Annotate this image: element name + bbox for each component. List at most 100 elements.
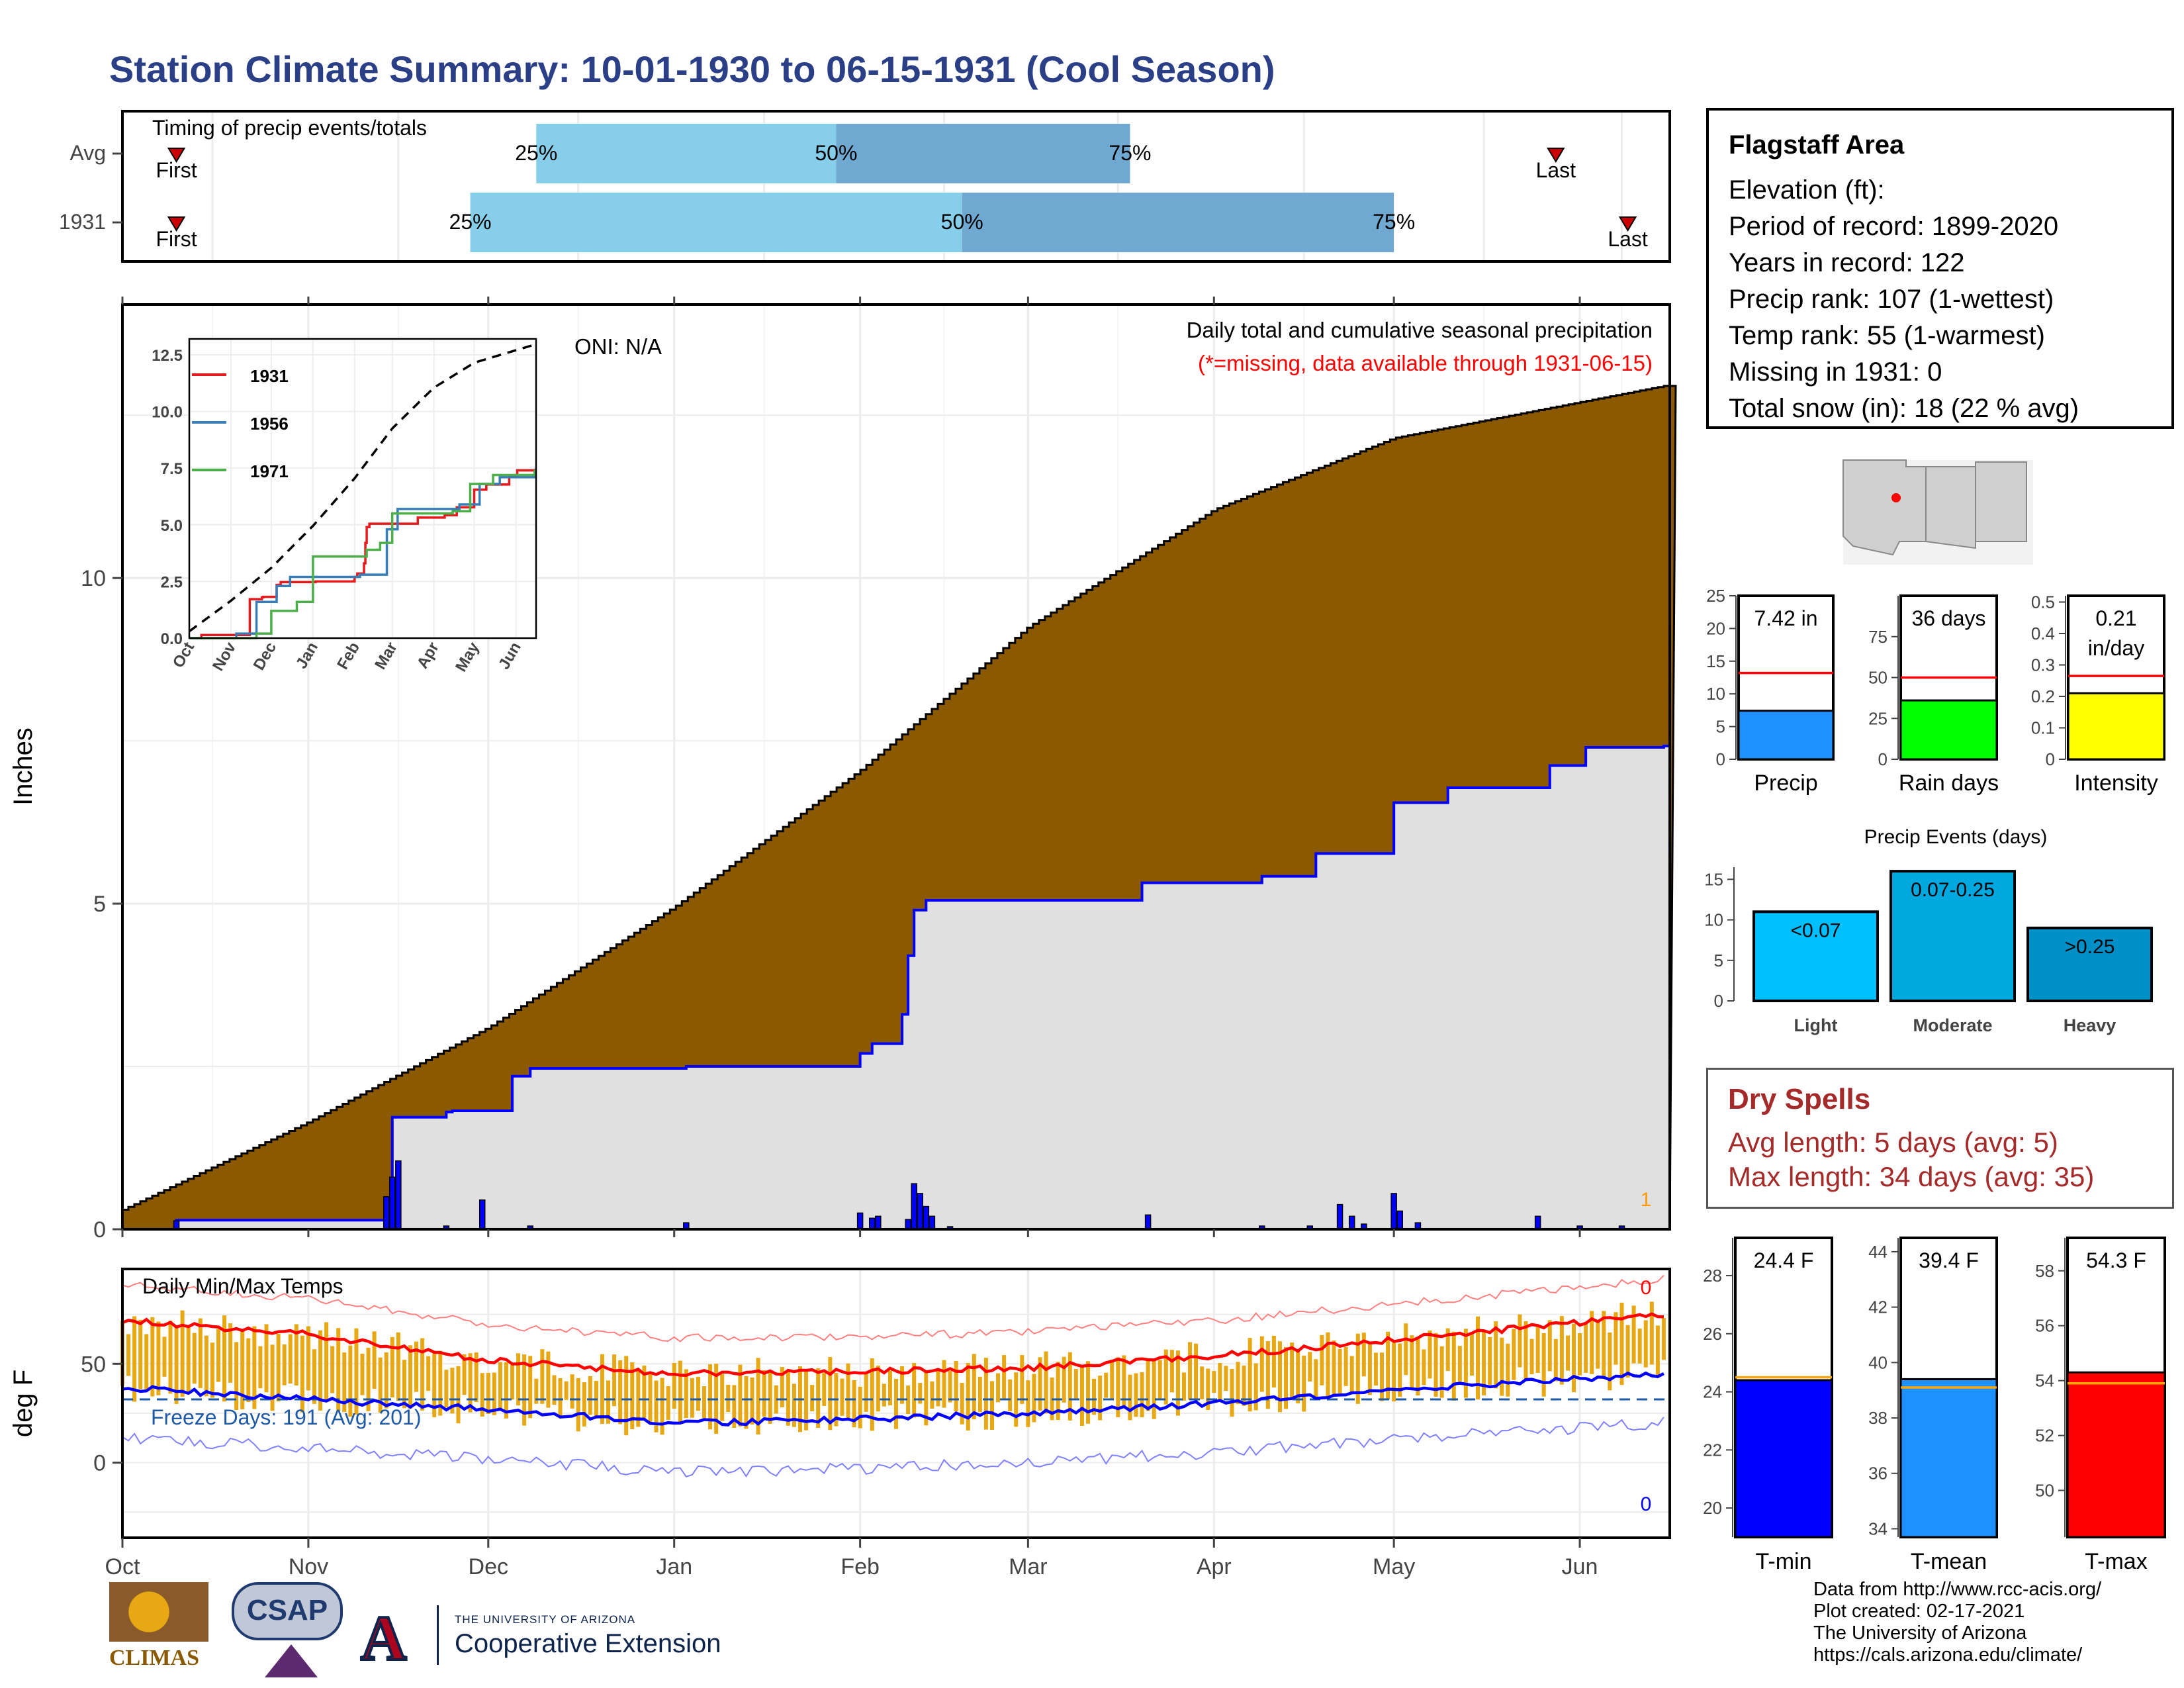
y-tick-label: 25: [1706, 586, 1725, 606]
daily-temp-bar: [1320, 1335, 1324, 1385]
record-max-line: [122, 1275, 1664, 1342]
daily-temp-bar: [528, 1356, 533, 1419]
daily-temp-bar: [966, 1363, 970, 1430]
daily-temp-bar: [1428, 1330, 1432, 1379]
daily-temp-bar: [576, 1378, 580, 1432]
daily-temp-bar: [276, 1334, 281, 1402]
daily-temp-bar: [438, 1350, 443, 1416]
last-marker: [1547, 148, 1565, 163]
daily-temp-bar: [1439, 1346, 1444, 1398]
daily-temp-bar: [660, 1378, 664, 1435]
daily-temp-bar: [450, 1368, 455, 1414]
daily-temp-bar: [1602, 1311, 1606, 1378]
first-marker: [167, 148, 186, 163]
tmax-record-count: 0: [1641, 1277, 1652, 1299]
daily-temp-bar: [1392, 1342, 1396, 1402]
temp-summary-value-label: 24.4 F: [1754, 1248, 1814, 1272]
daily-precip-bar: [869, 1217, 876, 1230]
daily-temp-bar: [1451, 1331, 1456, 1401]
daily-temp-bar: [336, 1328, 341, 1411]
daily-temp-bar: [264, 1324, 269, 1393]
daily-temp-bar: [690, 1378, 694, 1418]
daily-temp-bar: [1380, 1352, 1385, 1401]
daily-temp-bar: [942, 1360, 946, 1408]
daily-temp-bar: [570, 1374, 574, 1409]
daily-temp-bar: [1242, 1365, 1246, 1406]
event-category-label: Moderate: [1913, 1015, 1992, 1035]
daily-temp-bar: [234, 1342, 239, 1410]
daily-temp-bar: [612, 1354, 617, 1407]
daily-temp-bar: [1079, 1364, 1084, 1427]
daily-temp-bar: [774, 1385, 778, 1414]
daily-temp-bar: [642, 1365, 647, 1418]
daily-temp-bar: [1169, 1350, 1174, 1393]
daily-temp-bar: [198, 1318, 203, 1388]
daily-temp-bar: [366, 1347, 371, 1411]
daily-temp-bar: [510, 1362, 515, 1400]
daily-temp-bar: [402, 1360, 406, 1409]
daily-temp-bar: [210, 1342, 214, 1398]
daily-temp-bar: [1643, 1320, 1648, 1368]
daily-temp-bar: [1056, 1362, 1060, 1421]
temp-summary-value-label: 54.3 F: [2086, 1248, 2146, 1272]
daily-temp-bar: [840, 1378, 844, 1416]
daily-temp-bar: [498, 1362, 502, 1410]
daily-temp-bar: [1163, 1349, 1168, 1405]
daily-temp-bar: [1547, 1320, 1552, 1372]
daily-temp-bar: [983, 1358, 988, 1430]
daily-temp-bar: [1098, 1376, 1103, 1421]
y-tick-label: 0: [1878, 749, 1888, 769]
daily-temp-bar: [1008, 1379, 1013, 1412]
daily-temp-bar: [648, 1372, 653, 1423]
summary-category-label: Rain days: [1899, 771, 1999, 796]
daily-temp-bar: [858, 1386, 862, 1429]
daily-temp-bar: [678, 1360, 682, 1423]
daily-temp-bar: [906, 1385, 911, 1415]
daily-temp-bar: [1469, 1333, 1474, 1376]
cumulative-1931-area: [122, 746, 1670, 1229]
y-tick-label: 34: [1868, 1519, 1888, 1538]
inset-legend: 1931 1956 1971: [192, 366, 289, 481]
info-elevation: Elevation (ft):: [1729, 175, 1885, 205]
timing-bar-q50-q75: [962, 193, 1394, 252]
inset-y-tick-label: 5.0: [161, 517, 183, 535]
y-tick-label: 0: [93, 1217, 106, 1243]
daily-temp-bar: [1355, 1333, 1360, 1404]
daily-temp-bar: [1398, 1343, 1402, 1397]
daily-temp-bar: [1002, 1355, 1007, 1400]
y-tick-label: 50: [81, 1352, 106, 1377]
daily-temp-bar: [258, 1346, 263, 1389]
daily-temp-bar: [432, 1353, 437, 1417]
y-tick-label: 22: [1703, 1440, 1722, 1460]
daily-temp-bar: [1386, 1331, 1390, 1399]
daily-temp-bar: [330, 1346, 335, 1393]
daily-temp-bar: [1277, 1341, 1282, 1413]
daily-temp-bar: [1631, 1305, 1636, 1364]
daily-precip-bar: [911, 1183, 917, 1230]
x-tick-label: Jun: [1562, 1554, 1598, 1579]
daily-temp-bar: [1457, 1346, 1462, 1382]
daily-temp-bar: [1565, 1335, 1570, 1371]
daily-temp-bar: [1038, 1357, 1042, 1411]
daily-temp-bar: [1308, 1352, 1312, 1382]
daily-temp-bar: [318, 1330, 323, 1411]
daily-temp-bar: [1230, 1369, 1234, 1417]
daily-temp-bar: [522, 1354, 527, 1426]
x-tick-label: Oct: [105, 1554, 140, 1579]
daily-temp-bar: [750, 1377, 754, 1425]
temps-y-axis-label: deg F: [9, 1370, 38, 1437]
daily-temp-bar: [1068, 1352, 1072, 1421]
daily-temp-bar: [204, 1335, 208, 1397]
daily-temp-bar: [360, 1353, 365, 1395]
daily-precip-bar: [1390, 1193, 1397, 1230]
daily-temp-bar: [1296, 1348, 1300, 1404]
daily-temp-bar: [666, 1385, 670, 1420]
daily-temp-bar: [1529, 1338, 1534, 1375]
daily-temp-bar: [1494, 1321, 1498, 1389]
daily-temp-bar: [1134, 1373, 1138, 1417]
dry-spells-box: Dry Spells Avg length: 5 days (avg: 5) M…: [1706, 1068, 2174, 1209]
daily-temp-bar: [288, 1334, 293, 1383]
daily-temp-bar: [828, 1357, 833, 1430]
timing-q50-label: 50%: [941, 210, 983, 234]
credit-org: The University of Arizona: [1813, 1622, 2027, 1644]
